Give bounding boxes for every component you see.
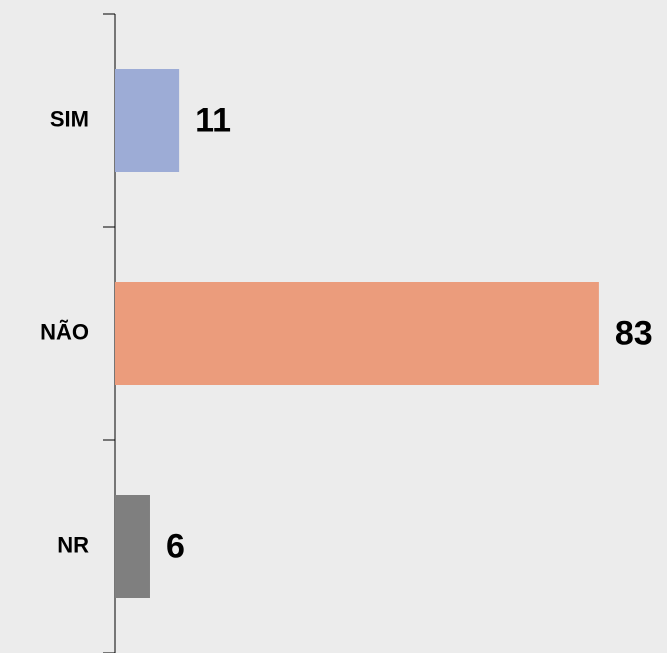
data-label: 11 bbox=[195, 101, 231, 139]
y-tick-label: NR bbox=[57, 532, 89, 557]
bar bbox=[115, 69, 180, 172]
bar bbox=[115, 282, 599, 385]
data-label: 6 bbox=[166, 527, 185, 565]
y-tick-label: SIM bbox=[50, 106, 89, 131]
y-tick-label: NÃO bbox=[40, 319, 89, 344]
bar bbox=[115, 495, 150, 598]
data-label: 83 bbox=[615, 314, 653, 352]
